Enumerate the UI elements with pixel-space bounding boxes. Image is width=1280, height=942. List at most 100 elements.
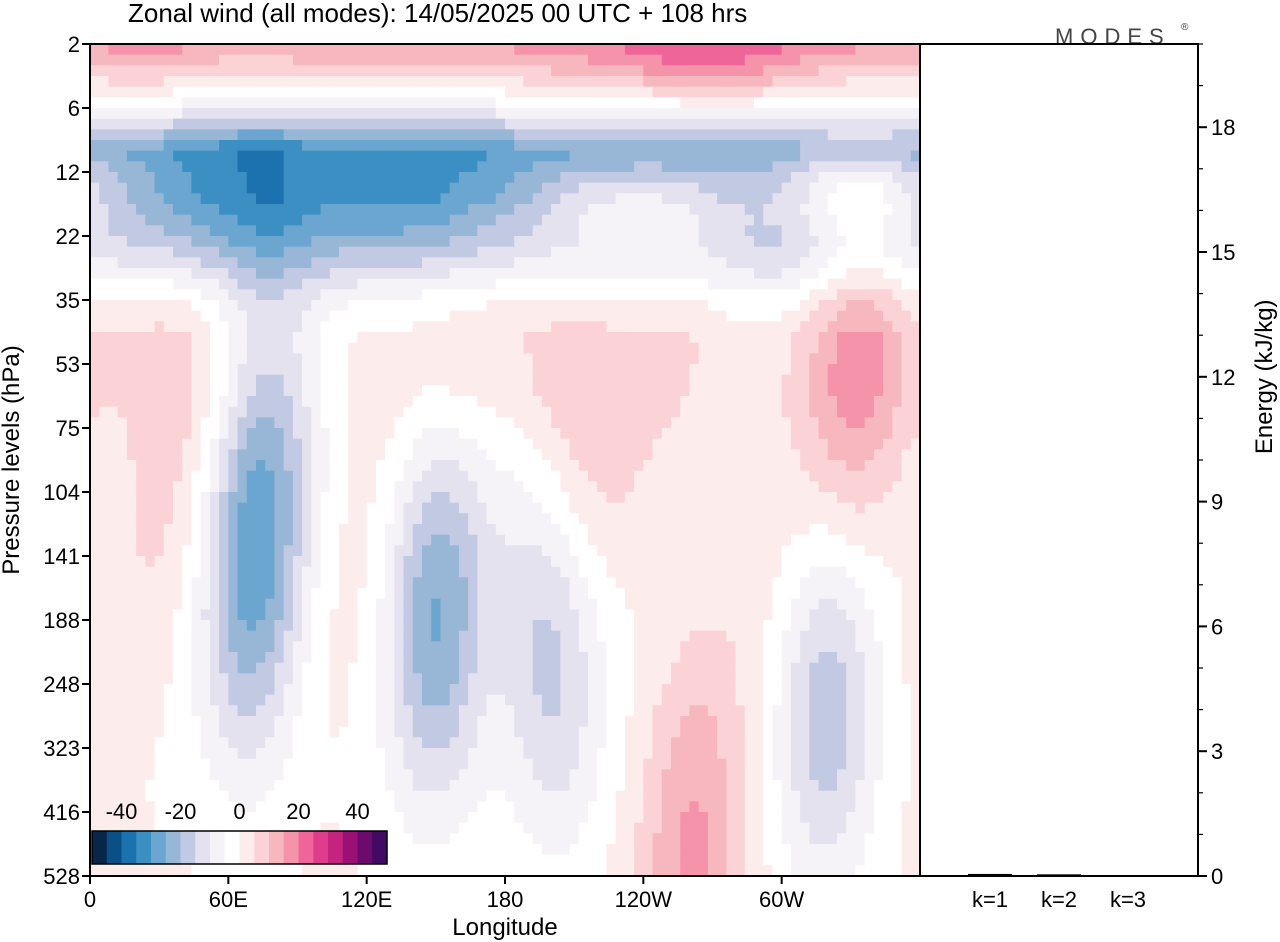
heatmap-cell — [569, 182, 580, 194]
heatmap-cell — [873, 182, 884, 194]
heatmap-cell — [864, 566, 875, 578]
heatmap-cell — [468, 257, 478, 269]
heatmap-cell — [468, 289, 478, 301]
heatmap-cell — [173, 342, 183, 354]
heatmap-cell — [403, 236, 414, 248]
heatmap-cell — [90, 364, 100, 376]
heatmap-cell — [606, 161, 617, 173]
heatmap-cell — [532, 353, 543, 365]
heatmap-cell — [292, 129, 303, 141]
heatmap-cell — [818, 342, 829, 354]
heatmap-cell — [117, 449, 128, 461]
heatmap-cell — [671, 278, 681, 290]
heatmap-cell — [855, 460, 866, 472]
heatmap-cell — [523, 598, 534, 610]
heatmap-cell — [302, 364, 312, 376]
heatmap-cell — [191, 278, 202, 290]
heatmap-cell — [458, 214, 469, 226]
heatmap-cell — [578, 86, 589, 98]
heatmap-cell — [458, 268, 469, 280]
heatmap-cell — [320, 577, 331, 589]
heatmap-cell — [108, 161, 119, 173]
heatmap-cell — [560, 97, 571, 109]
heatmap-cell — [145, 310, 156, 322]
heatmap-cell — [514, 342, 525, 354]
heatmap-cell — [717, 300, 727, 312]
heatmap-cell — [385, 182, 395, 194]
heatmap-cell — [422, 161, 432, 173]
heatmap-cell — [219, 108, 229, 120]
heatmap-cell — [735, 332, 746, 344]
heatmap-cell — [339, 556, 349, 568]
heatmap-cell — [735, 492, 746, 504]
heatmap-cell — [689, 268, 700, 280]
heatmap-cell — [477, 598, 488, 610]
heatmap-cell — [532, 449, 543, 461]
heatmap-cell — [744, 129, 755, 141]
heatmap-cell — [763, 172, 774, 184]
heatmap-cell — [191, 460, 202, 472]
heatmap-cell — [200, 417, 211, 429]
heatmap-cell — [532, 225, 543, 237]
heatmap-cell — [532, 86, 543, 98]
heatmap-cell — [486, 108, 497, 120]
heatmap-cell — [136, 118, 146, 130]
heatmap-cell — [366, 630, 377, 642]
heatmap-cell — [191, 118, 202, 130]
heatmap-cell — [671, 44, 681, 56]
heatmap-cell — [375, 620, 386, 632]
heatmap-cell — [154, 460, 165, 472]
heatmap-cell — [855, 545, 866, 557]
heatmap-cell — [256, 321, 266, 333]
heatmap-cell — [348, 385, 359, 397]
heatmap-cell — [652, 588, 663, 600]
heatmap-cell — [117, 481, 128, 493]
heatmap-cell — [348, 577, 359, 589]
heatmap-cell — [468, 364, 478, 376]
heatmap-cell — [154, 332, 165, 344]
heatmap-cell — [790, 566, 801, 578]
heatmap-cell — [615, 278, 626, 290]
heatmap-cell — [320, 161, 331, 173]
heatmap-cell — [837, 588, 847, 600]
heatmap-cell — [495, 246, 506, 258]
heatmap-cell — [357, 246, 368, 258]
heatmap-cell — [394, 577, 405, 589]
heatmap-cell — [136, 449, 146, 461]
heatmap-cell — [781, 364, 792, 376]
heatmap-cell — [671, 332, 681, 344]
heatmap-cell — [588, 353, 598, 365]
heatmap-cell — [689, 396, 700, 408]
heatmap-cell — [154, 236, 165, 248]
heatmap-cell — [643, 481, 654, 493]
heatmap-cell — [689, 545, 700, 557]
heatmap-cell — [394, 460, 405, 472]
heatmap-cell — [117, 374, 128, 386]
heatmap-cell — [514, 374, 525, 386]
heatmap-cell — [505, 172, 515, 184]
heatmap-cell — [357, 630, 368, 642]
heatmap-cell — [283, 406, 294, 418]
heatmap-cell — [615, 161, 626, 173]
heatmap-cell — [375, 54, 386, 66]
heatmap-cell — [311, 417, 322, 429]
heatmap-cell — [541, 257, 552, 269]
heatmap-cell — [846, 406, 857, 418]
heatmap-cell — [661, 332, 672, 344]
heatmap-cell — [551, 353, 561, 365]
heatmap-cell — [191, 86, 202, 98]
heatmap-cell — [901, 225, 912, 237]
heatmap-cell — [209, 97, 220, 109]
heatmap-cell — [717, 225, 727, 237]
heatmap-cell — [191, 502, 202, 514]
heatmap-cell — [680, 65, 691, 77]
heatmap-cell — [809, 172, 820, 184]
heatmap-cell — [790, 225, 801, 237]
heatmap-cell — [228, 289, 239, 301]
heatmap-cell — [209, 460, 220, 472]
heatmap-cell — [910, 204, 920, 216]
heatmap-cell — [781, 566, 792, 578]
heatmap-cell — [652, 598, 663, 610]
heatmap-cell — [209, 236, 220, 248]
heatmap-cell — [431, 236, 442, 248]
